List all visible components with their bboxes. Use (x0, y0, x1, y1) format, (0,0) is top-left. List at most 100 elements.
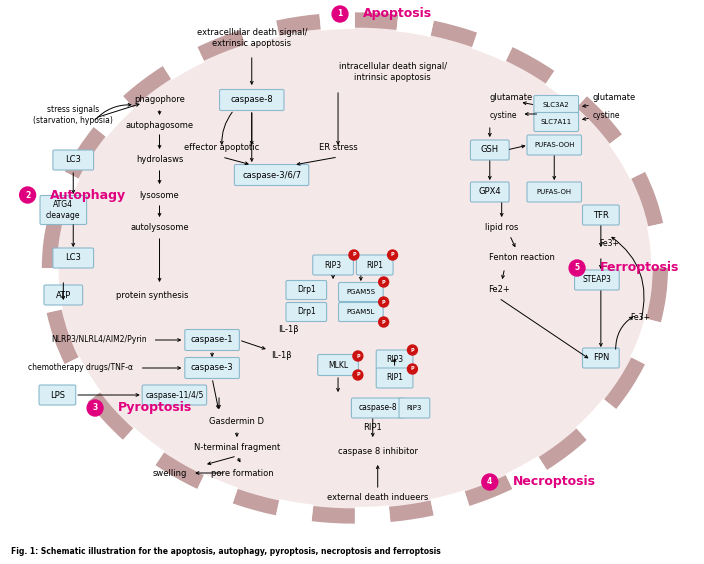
Text: intracellular death signal/
intrinsic apoptosis: intracellular death signal/ intrinsic ap… (339, 62, 446, 82)
Text: SLC3A2: SLC3A2 (543, 102, 570, 108)
Circle shape (353, 370, 363, 380)
FancyBboxPatch shape (534, 95, 579, 114)
Text: P: P (382, 299, 386, 305)
FancyBboxPatch shape (40, 196, 87, 224)
FancyBboxPatch shape (470, 140, 509, 160)
Circle shape (379, 277, 389, 287)
Circle shape (569, 260, 585, 276)
FancyBboxPatch shape (527, 135, 582, 155)
Circle shape (332, 6, 348, 22)
Text: stress signals
(starvation, hyposia): stress signals (starvation, hyposia) (33, 105, 113, 125)
Text: P: P (356, 372, 360, 377)
Text: Fe3+: Fe3+ (599, 239, 619, 248)
Text: Fenton reaction: Fenton reaction (489, 253, 555, 262)
Text: P: P (382, 280, 386, 284)
Text: extracellular death signal/
extrinsic apoptosis: extracellular death signal/ extrinsic ap… (196, 28, 307, 48)
Text: caspase-3: caspase-3 (191, 364, 234, 372)
FancyBboxPatch shape (527, 182, 582, 202)
Circle shape (379, 317, 389, 327)
FancyBboxPatch shape (376, 368, 413, 388)
Text: RIP1: RIP1 (366, 261, 383, 270)
Text: NLRP3/NLRL4/AIM2/Pyrin: NLRP3/NLRL4/AIM2/Pyrin (51, 336, 146, 345)
Text: pore formation: pore formation (210, 469, 273, 478)
Text: ER stress: ER stress (319, 143, 358, 152)
Text: cystine: cystine (490, 111, 517, 120)
Text: effector apoptotic: effector apoptotic (184, 143, 260, 152)
FancyBboxPatch shape (39, 385, 76, 405)
Text: Fe3+: Fe3+ (631, 314, 650, 323)
Text: P: P (391, 253, 394, 258)
Text: PGAM5L: PGAM5L (346, 309, 375, 315)
Text: caspase-8: caspase-8 (230, 95, 273, 104)
FancyBboxPatch shape (234, 165, 309, 186)
Text: protein synthesis: protein synthesis (116, 290, 189, 299)
FancyBboxPatch shape (399, 398, 429, 418)
FancyBboxPatch shape (286, 280, 327, 299)
Text: caspase 8 inhibitor: caspase 8 inhibitor (338, 447, 417, 456)
FancyBboxPatch shape (185, 358, 239, 378)
Text: swelling: swelling (152, 469, 187, 478)
Text: 2: 2 (25, 191, 30, 200)
Text: lysosome: lysosome (139, 191, 180, 200)
FancyBboxPatch shape (318, 355, 358, 376)
Text: FPN: FPN (593, 354, 609, 363)
Text: PUFAS-OH: PUFAS-OH (536, 189, 572, 195)
Text: Ferroptosis: Ferroptosis (600, 262, 679, 275)
Text: caspase-1: caspase-1 (191, 336, 233, 345)
Text: Drp1: Drp1 (297, 285, 315, 294)
Text: N-terminal fragment: N-terminal fragment (194, 443, 280, 452)
Text: RIP3: RIP3 (386, 355, 403, 364)
Text: TFR: TFR (593, 210, 609, 219)
FancyBboxPatch shape (534, 112, 579, 131)
Text: caspase-11/4/5: caspase-11/4/5 (145, 390, 203, 399)
Text: 5: 5 (574, 263, 579, 272)
Text: autolysosome: autolysosome (130, 223, 189, 232)
FancyBboxPatch shape (44, 285, 82, 305)
Text: chemotherapy drugs/TNF-α: chemotherapy drugs/TNF-α (27, 364, 133, 372)
Text: Fe2+: Fe2+ (488, 285, 510, 294)
Text: MLKL: MLKL (328, 360, 348, 369)
Ellipse shape (49, 20, 660, 516)
Text: phagophore: phagophore (134, 95, 185, 104)
Text: 3: 3 (92, 403, 98, 412)
Text: P: P (382, 319, 386, 324)
Text: STEAP3: STEAP3 (582, 275, 611, 284)
Circle shape (388, 250, 398, 260)
Text: Necroptosis: Necroptosis (513, 475, 596, 488)
Text: SLC7A11: SLC7A11 (541, 119, 572, 125)
FancyBboxPatch shape (356, 255, 393, 275)
Circle shape (349, 250, 359, 260)
FancyBboxPatch shape (339, 283, 383, 302)
FancyBboxPatch shape (53, 150, 94, 170)
FancyBboxPatch shape (53, 248, 94, 268)
FancyBboxPatch shape (470, 182, 509, 202)
Text: 4: 4 (487, 478, 492, 487)
Text: PUFAS-OOH: PUFAS-OOH (534, 142, 574, 148)
Text: glutamate: glutamate (593, 94, 636, 103)
FancyBboxPatch shape (142, 385, 207, 405)
Text: P: P (352, 253, 356, 258)
Text: autophagosome: autophagosome (125, 121, 194, 130)
Text: P: P (410, 347, 414, 352)
Circle shape (408, 364, 417, 374)
Text: glutamate: glutamate (490, 94, 533, 103)
FancyBboxPatch shape (376, 350, 413, 370)
Text: LC3: LC3 (65, 253, 81, 262)
Circle shape (482, 474, 498, 490)
Text: caspase-8: caspase-8 (358, 403, 397, 412)
Circle shape (379, 297, 389, 307)
Text: Fig. 1: Schematic illustration for the apoptosis, autophagy, pyroptosis, necropt: Fig. 1: Schematic illustration for the a… (11, 548, 441, 557)
Text: Apoptosis: Apoptosis (363, 7, 432, 20)
Text: Drp1: Drp1 (297, 307, 315, 316)
Text: Pyroptosis: Pyroptosis (118, 402, 192, 415)
Text: LPS: LPS (50, 390, 65, 399)
Circle shape (408, 345, 417, 355)
FancyBboxPatch shape (220, 90, 284, 111)
Text: IL-1β: IL-1β (271, 350, 292, 359)
FancyBboxPatch shape (286, 302, 327, 321)
Text: RIP3: RIP3 (407, 405, 422, 411)
Text: LC3: LC3 (65, 156, 81, 165)
Text: cystine: cystine (593, 112, 620, 121)
FancyBboxPatch shape (582, 348, 620, 368)
FancyBboxPatch shape (582, 205, 620, 225)
